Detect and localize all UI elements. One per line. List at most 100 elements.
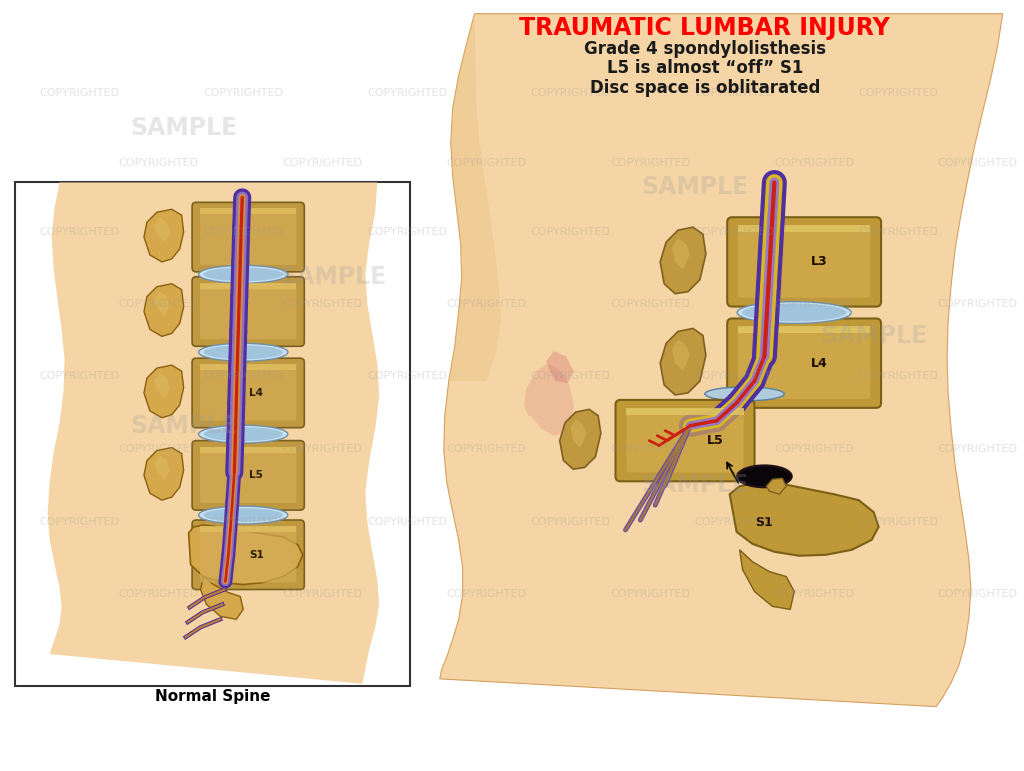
Text: Grade 4 spondylolisthesis: Grade 4 spondylolisthesis	[584, 39, 826, 58]
Polygon shape	[200, 446, 296, 453]
Text: SAMPLE: SAMPLE	[641, 473, 749, 497]
Text: L5: L5	[707, 434, 723, 447]
Ellipse shape	[199, 506, 288, 524]
Text: COPYRIGHTED: COPYRIGHTED	[694, 88, 774, 98]
Text: COPYRIGHTED: COPYRIGHTED	[858, 371, 938, 381]
Text: L5: L5	[249, 470, 263, 480]
Text: COPYRIGHTED: COPYRIGHTED	[774, 298, 854, 308]
Text: COPYRIGHTED: COPYRIGHTED	[610, 443, 690, 453]
Text: COPYRIGHTED: COPYRIGHTED	[283, 590, 362, 600]
Polygon shape	[560, 409, 601, 470]
Text: COPYRIGHTED: COPYRIGHTED	[610, 157, 690, 167]
Polygon shape	[200, 526, 296, 532]
Text: COPYRIGHTED: COPYRIGHTED	[283, 157, 362, 167]
Polygon shape	[738, 225, 870, 232]
Ellipse shape	[737, 301, 851, 324]
Text: SAMPLE: SAMPLE	[641, 176, 749, 200]
FancyBboxPatch shape	[200, 284, 296, 339]
Text: COPYRIGHTED: COPYRIGHTED	[610, 298, 690, 308]
Text: COPYRIGHTED: COPYRIGHTED	[119, 443, 199, 453]
Text: COPYRIGHTED: COPYRIGHTED	[858, 88, 938, 98]
Text: L5 is almost “off” S1: L5 is almost “off” S1	[606, 59, 803, 77]
Text: COPYRIGHTED: COPYRIGHTED	[39, 227, 120, 237]
Text: COPYRIGHTED: COPYRIGHTED	[938, 590, 1018, 600]
Polygon shape	[200, 364, 296, 370]
FancyBboxPatch shape	[627, 409, 743, 473]
Text: COPYRIGHTED: COPYRIGHTED	[119, 157, 199, 167]
Text: COPYRIGHTED: COPYRIGHTED	[938, 157, 1018, 167]
Text: COPYRIGHTED: COPYRIGHTED	[283, 298, 362, 308]
Text: COPYRIGHTED: COPYRIGHTED	[938, 443, 1018, 453]
Polygon shape	[672, 339, 690, 371]
FancyBboxPatch shape	[193, 440, 304, 510]
Text: COPYRIGHTED: COPYRIGHTED	[774, 590, 854, 600]
Text: COPYRIGHTED: COPYRIGHTED	[774, 443, 854, 453]
Ellipse shape	[204, 508, 283, 522]
Text: COPYRIGHTED: COPYRIGHTED	[367, 371, 447, 381]
FancyBboxPatch shape	[615, 400, 755, 481]
FancyBboxPatch shape	[738, 226, 870, 298]
Text: SAMPLE: SAMPLE	[130, 116, 238, 140]
Text: COPYRIGHTED: COPYRIGHTED	[694, 371, 774, 381]
Polygon shape	[439, 14, 1002, 707]
Polygon shape	[200, 208, 296, 214]
Polygon shape	[730, 483, 879, 556]
Text: L4: L4	[249, 388, 263, 398]
Text: COPYRIGHTED: COPYRIGHTED	[694, 517, 774, 527]
Text: TRAUMATIC LUMBAR INJURY: TRAUMATIC LUMBAR INJURY	[519, 15, 890, 39]
Text: COPYRIGHTED: COPYRIGHTED	[119, 298, 199, 308]
Ellipse shape	[737, 466, 792, 487]
Polygon shape	[154, 456, 170, 480]
Text: SAMPLE: SAMPLE	[130, 414, 238, 438]
Ellipse shape	[199, 426, 288, 443]
Bar	[15, 183, 410, 686]
Text: COPYRIGHTED: COPYRIGHTED	[774, 157, 854, 167]
Ellipse shape	[204, 345, 283, 359]
FancyBboxPatch shape	[738, 328, 870, 399]
Polygon shape	[154, 291, 170, 317]
Text: COPYRIGHTED: COPYRIGHTED	[530, 517, 611, 527]
Ellipse shape	[742, 304, 846, 322]
Text: COPYRIGHTED: COPYRIGHTED	[530, 371, 611, 381]
Polygon shape	[144, 365, 183, 418]
Polygon shape	[144, 284, 183, 336]
FancyBboxPatch shape	[727, 217, 881, 307]
Text: COPYRIGHTED: COPYRIGHTED	[283, 443, 362, 453]
Ellipse shape	[705, 387, 784, 401]
Text: COPYRIGHTED: COPYRIGHTED	[446, 157, 526, 167]
Text: L4: L4	[811, 357, 827, 369]
FancyBboxPatch shape	[200, 447, 296, 503]
Polygon shape	[546, 352, 573, 383]
Text: COPYRIGHTED: COPYRIGHTED	[858, 227, 938, 237]
Polygon shape	[188, 525, 303, 584]
Text: COPYRIGHTED: COPYRIGHTED	[367, 517, 447, 527]
Polygon shape	[524, 363, 573, 436]
Polygon shape	[739, 550, 795, 609]
FancyBboxPatch shape	[200, 527, 296, 583]
Text: Normal Spine: Normal Spine	[155, 689, 270, 704]
Text: COPYRIGHTED: COPYRIGHTED	[119, 590, 199, 600]
Polygon shape	[627, 408, 743, 415]
Ellipse shape	[199, 265, 288, 283]
Polygon shape	[738, 326, 870, 333]
Polygon shape	[48, 183, 78, 512]
Text: S1: S1	[249, 550, 263, 560]
FancyBboxPatch shape	[727, 318, 881, 408]
Text: SAMPLE: SAMPLE	[279, 264, 386, 289]
Polygon shape	[200, 283, 296, 288]
Polygon shape	[154, 373, 170, 398]
Polygon shape	[154, 217, 170, 242]
FancyBboxPatch shape	[193, 277, 304, 346]
Text: COPYRIGHTED: COPYRIGHTED	[530, 227, 611, 237]
FancyBboxPatch shape	[200, 209, 296, 265]
Text: COPYRIGHTED: COPYRIGHTED	[858, 517, 938, 527]
Text: COPYRIGHTED: COPYRIGHTED	[367, 227, 447, 237]
Text: COPYRIGHTED: COPYRIGHTED	[367, 88, 447, 98]
Text: SAMPLE: SAMPLE	[820, 325, 928, 348]
Polygon shape	[48, 183, 379, 684]
Text: COPYRIGHTED: COPYRIGHTED	[39, 88, 120, 98]
Polygon shape	[144, 209, 183, 262]
FancyBboxPatch shape	[193, 202, 304, 272]
Text: COPYRIGHTED: COPYRIGHTED	[446, 590, 526, 600]
Polygon shape	[660, 227, 706, 294]
